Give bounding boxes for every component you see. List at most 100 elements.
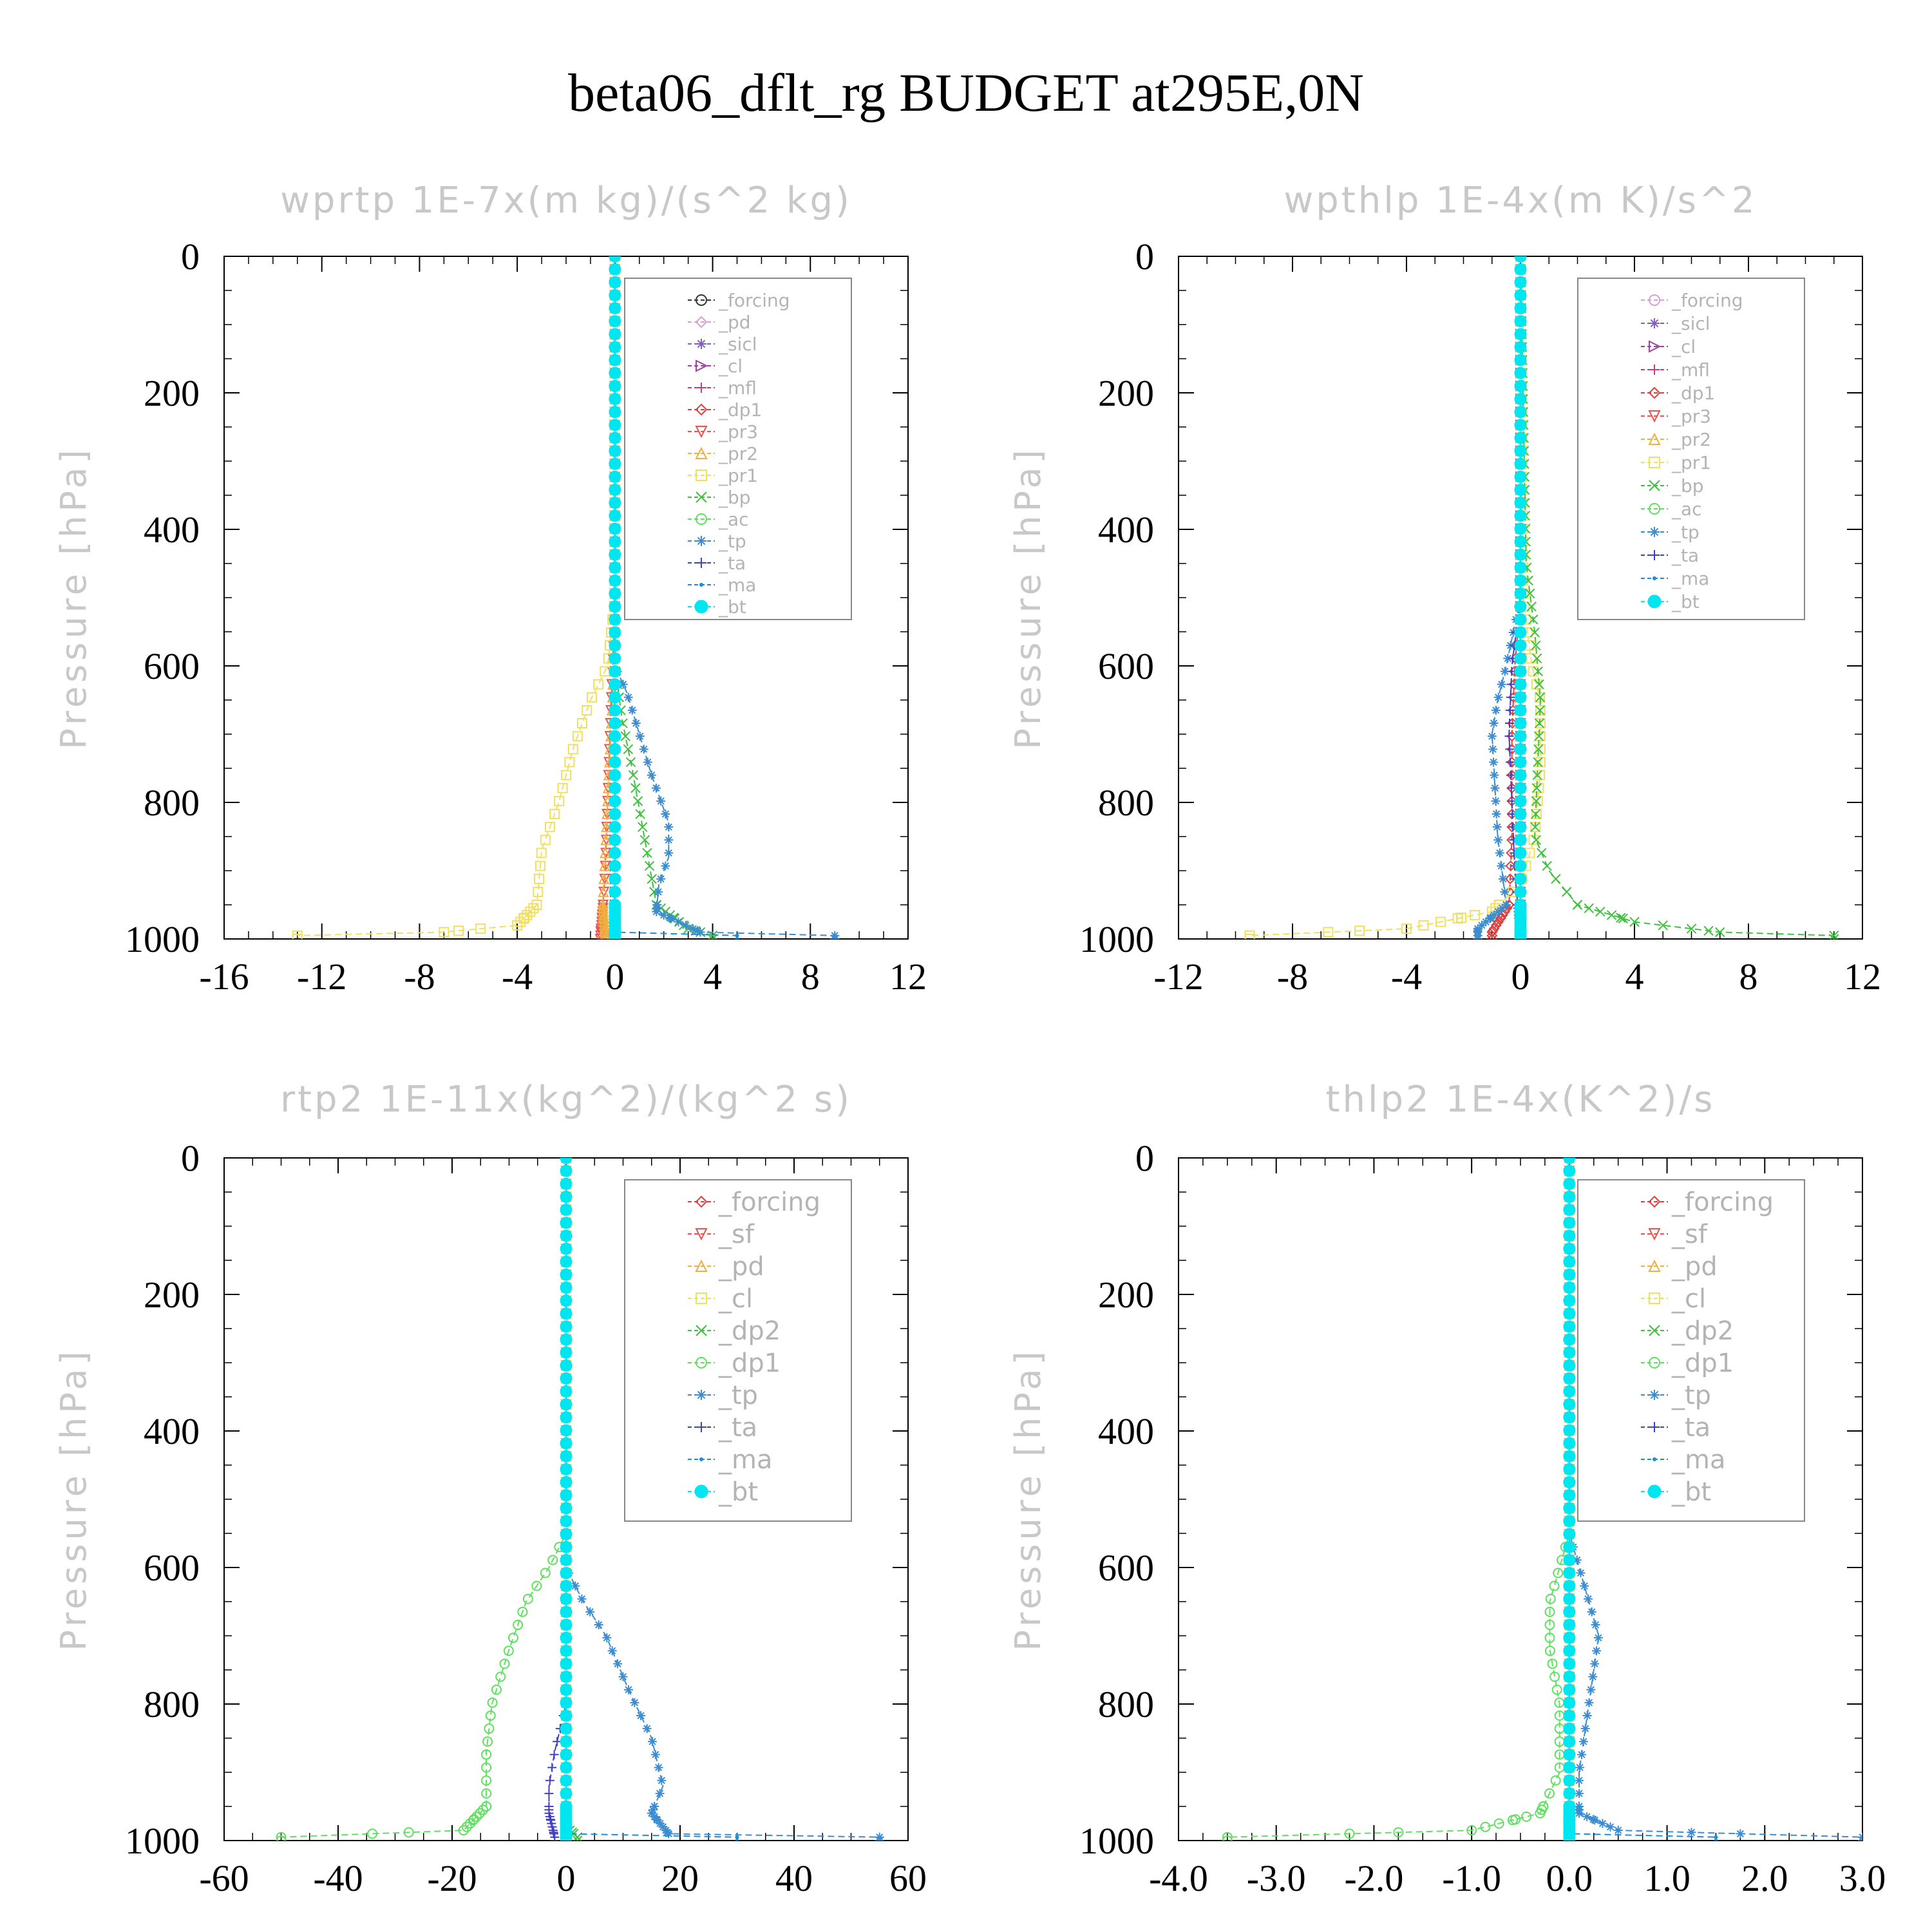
data-point: [1526, 601, 1537, 612]
data-point: [1495, 913, 1506, 924]
data-point: [560, 1709, 573, 1722]
data-point: [1514, 639, 1527, 652]
data-point: [1514, 808, 1527, 820]
data-point: [1829, 934, 1839, 939]
data-point: [1514, 431, 1527, 444]
data-point: [1514, 315, 1527, 328]
data-point: [1222, 1832, 1233, 1841]
data-point: [560, 1333, 573, 1346]
data-point: [1455, 913, 1466, 923]
data-point: [533, 886, 544, 897]
data-point: [1550, 1775, 1561, 1786]
x-tick-label: 4: [703, 956, 722, 998]
data-point: [1563, 1204, 1576, 1217]
data-point: [1486, 926, 1498, 938]
data-point: [1578, 1737, 1588, 1747]
data-point: [609, 535, 621, 548]
data-point: [525, 906, 536, 917]
legend-item: _dp1: [688, 399, 762, 421]
legend: _forcing_sicl_cl_mfl_dp1_pr3_pr2_pr1_bp_…: [1577, 278, 1805, 620]
data-point: [482, 1736, 493, 1747]
legend-item: _sf: [1641, 1220, 1708, 1249]
data-point: [1544, 1620, 1555, 1631]
data-point: [1514, 484, 1527, 497]
data-point: [674, 917, 683, 927]
data-point: [572, 1835, 583, 1841]
legend-item: _forcing: [1641, 1188, 1774, 1217]
data-point: [522, 1593, 533, 1604]
legend-item: _ac: [688, 509, 749, 530]
data-point: [1582, 1812, 1592, 1821]
data-point: [1592, 1646, 1602, 1656]
data-point: [650, 1802, 659, 1811]
data-point: [1531, 809, 1542, 820]
x-tick-label: 1.0: [1643, 1857, 1690, 1899]
data-point: [560, 1437, 573, 1450]
y-tick-label: 600: [144, 1547, 200, 1589]
data-point: [1514, 393, 1527, 406]
legend-box: [1577, 1179, 1805, 1522]
data-point: [609, 393, 621, 406]
data-point: [609, 497, 621, 509]
chart-panels: wprtp 1E-7x(m kg)/(s^2 kg) Pressure [hPa]…: [53, 180, 1886, 1899]
data-point: [1477, 920, 1486, 930]
data-point: [1563, 1722, 1576, 1735]
data-point: [567, 744, 578, 755]
data-point: [648, 1737, 658, 1747]
data-point: [1452, 913, 1463, 924]
data-point: [642, 848, 652, 858]
data-point: [1544, 1606, 1555, 1617]
chart-panel-2: wpthlp 1E-4x(m K)/s^2 Pressure [hPa] -12 -8…: [1008, 180, 1881, 998]
data-point: [654, 887, 663, 896]
data-point: [1505, 719, 1515, 728]
data-point: [1703, 925, 1714, 936]
data-point: [1551, 874, 1561, 884]
data-point: [1493, 1818, 1504, 1829]
data-point: [1514, 509, 1527, 522]
chart-panel-3: rtp2 1E-11x(kg^2)/(kg^2 s) Pressure [hPa]…: [53, 1079, 927, 1899]
legend-item: _dp1: [1641, 1349, 1734, 1378]
legend-marker: [695, 426, 708, 439]
data-point: [1563, 1255, 1576, 1268]
legend-item: _ta: [688, 1413, 757, 1443]
data-point: [560, 1787, 573, 1800]
x-tick-label: 0: [605, 956, 624, 998]
data-point: [1563, 1385, 1576, 1398]
legend-item: _cl: [1641, 1284, 1706, 1314]
data-point: [1491, 796, 1501, 806]
data-point: [623, 744, 634, 755]
data-point: [1514, 846, 1527, 859]
data-point: [1576, 1568, 1586, 1578]
data-point: [1563, 1320, 1576, 1333]
data-point: [1561, 887, 1572, 897]
data-point: [1506, 757, 1515, 767]
legend-item: _ma: [688, 574, 756, 596]
legend-marker: [1649, 457, 1660, 468]
data-point: [659, 910, 668, 920]
data-point: [1563, 1644, 1576, 1657]
series-line: [281, 1158, 567, 1838]
legend-marker: [696, 1293, 707, 1304]
data-point: [560, 1657, 573, 1670]
legend-item: _sf: [688, 1220, 755, 1249]
data-point: [1563, 1217, 1576, 1229]
legend-marker: [695, 1228, 708, 1241]
data-point: [560, 1540, 573, 1553]
legend: _forcing_pd_sicl_cl_mfl_dp1_pr3_pr2_pr1_…: [624, 278, 852, 620]
data-point: [1563, 1787, 1576, 1800]
data-point: [735, 937, 739, 939]
data-point: [1500, 887, 1510, 896]
data-point: [1514, 522, 1527, 535]
y-tick-label: 0: [1135, 236, 1154, 278]
data-point: [598, 886, 609, 897]
y-tick-label: 1000: [125, 918, 200, 960]
data-point: [667, 914, 676, 923]
data-point: [1514, 328, 1527, 341]
data-point: [1531, 835, 1542, 846]
legend-label: _pd: [718, 1252, 764, 1282]
data-point: [481, 1762, 492, 1773]
data-point: [644, 860, 655, 871]
legend-item: _tp: [688, 531, 746, 552]
legend-label: _pr2: [718, 443, 758, 464]
legend-marker: [1653, 576, 1656, 580]
